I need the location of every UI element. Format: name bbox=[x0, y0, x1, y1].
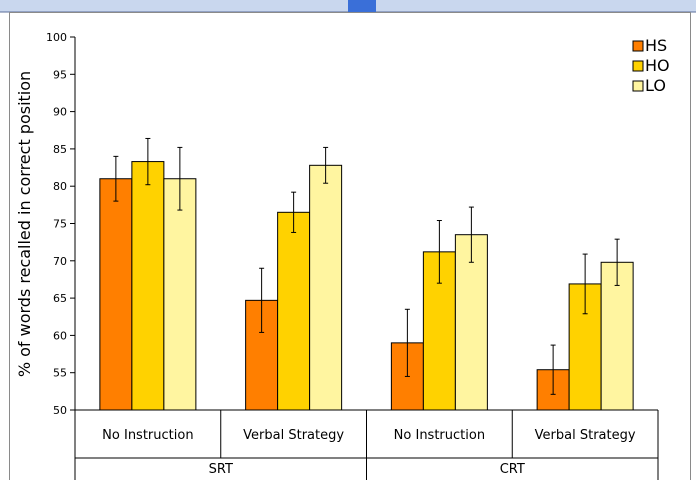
x-axis: No Instruction Verbal Strategy No Instruct… bbox=[74, 409, 659, 480]
bar-hs bbox=[99, 178, 133, 411]
y-tick-label: 100 bbox=[46, 31, 67, 44]
legend-label: HS bbox=[645, 36, 667, 55]
legend-label: LO bbox=[645, 76, 666, 95]
y-tick-label: 65 bbox=[53, 292, 67, 305]
window-grip-handle[interactable] bbox=[348, 0, 376, 12]
legend-label: HO bbox=[645, 56, 670, 75]
x-category-label: No Instruction bbox=[102, 428, 193, 443]
y-tick-label: 75 bbox=[53, 218, 67, 231]
y-tick-label: 50 bbox=[53, 404, 67, 417]
y-tick-label: 80 bbox=[53, 180, 67, 193]
legend-swatch-ho bbox=[632, 60, 644, 72]
y-tick-label: 60 bbox=[53, 329, 67, 342]
legend-swatch-hs bbox=[632, 40, 644, 52]
bar-lo bbox=[454, 234, 488, 411]
error-bars bbox=[113, 137, 620, 395]
legend-swatch-lo bbox=[632, 80, 644, 92]
y-axis-title: % of words recalled in correct position bbox=[15, 71, 34, 377]
x-group-label: CRT bbox=[500, 462, 525, 477]
y-tick-label: 85 bbox=[53, 143, 67, 156]
y-axis: 50 55 60 65 70 75 80 85 90 95 100 bbox=[46, 31, 76, 417]
x-category-label: Verbal Strategy bbox=[535, 428, 636, 443]
x-category-label: Verbal Strategy bbox=[243, 428, 344, 443]
y-tick-label: 95 bbox=[53, 68, 67, 81]
x-group-label: SRT bbox=[209, 462, 233, 477]
bar-ho bbox=[131, 161, 165, 411]
y-tick-label: 90 bbox=[53, 106, 67, 119]
bar-lo bbox=[163, 178, 197, 411]
bar-ho bbox=[277, 211, 311, 411]
y-tick-label: 55 bbox=[53, 367, 67, 380]
bar-lo bbox=[309, 164, 343, 411]
y-tick-label: 70 bbox=[53, 255, 67, 268]
bar-lo bbox=[600, 261, 634, 411]
plot-border bbox=[9, 12, 691, 480]
x-category-label: No Instruction bbox=[394, 428, 485, 443]
